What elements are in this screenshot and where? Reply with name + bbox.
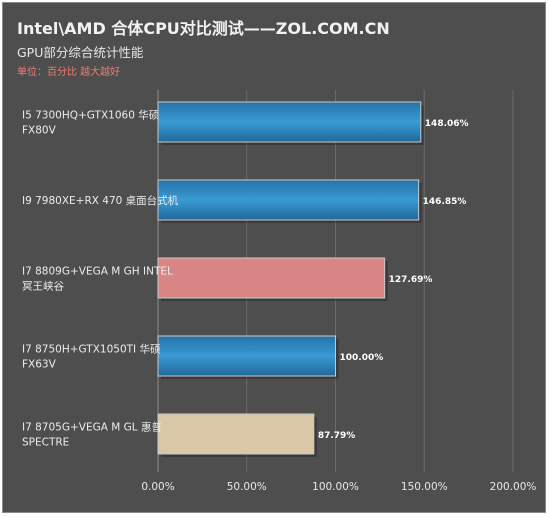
bar-value-label: 100.00% xyxy=(340,353,384,363)
category-label: I5 7300HQ+GTX1060 华硕 xyxy=(22,109,160,122)
bar xyxy=(157,335,336,377)
category-label: I9 7980XE+RX 470 桌面台式机 xyxy=(22,194,179,207)
chart-title: Intel\AMD 合体CPU对比测试——ZOL.COM.CN xyxy=(17,19,390,38)
bar xyxy=(157,257,386,299)
x-tick-label: 200.00% xyxy=(490,481,537,493)
x-tick-label: 50.00% xyxy=(227,481,267,493)
category-label: I7 8750H+GTX1050TI 华硕 xyxy=(22,343,161,356)
category-label: I7 8809G+VEGA M GH INTEL xyxy=(22,266,173,278)
bar-value-label: 127.69% xyxy=(389,275,433,285)
bar xyxy=(157,179,420,221)
category-label: SPECTRE xyxy=(22,437,69,449)
category-label: FX63V xyxy=(22,359,57,371)
category-label: 冥王峡谷 xyxy=(22,280,64,293)
bar xyxy=(157,101,422,143)
bar-value-label: 146.85% xyxy=(423,197,467,207)
x-tick-label: 0.00% xyxy=(141,481,174,493)
category-label: FX80V xyxy=(22,125,57,137)
bar-value-label: 87.79% xyxy=(318,431,356,441)
unit-note: 单位：百分比 越大越好 xyxy=(17,67,121,78)
bar xyxy=(157,413,315,455)
bar-value-label: 148.06% xyxy=(425,119,469,129)
category-label: I7 8705G+VEGA M GL 惠普 xyxy=(22,421,162,434)
chart-subtitle: GPU部分综合统计性能 xyxy=(17,45,144,60)
x-tick-label: 150.00% xyxy=(401,481,448,493)
x-tick-label: 100.00% xyxy=(312,481,359,493)
